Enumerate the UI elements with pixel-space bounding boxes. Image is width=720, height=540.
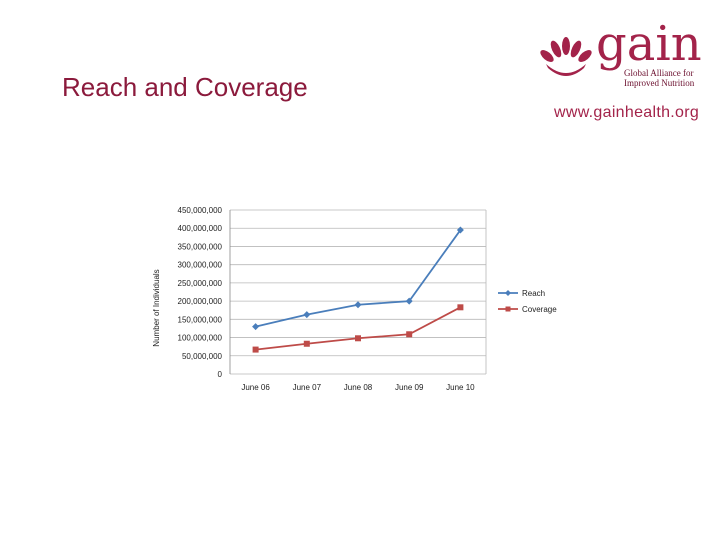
- y-tick-label: 400,000,000: [178, 224, 223, 233]
- x-tick-label: June 09: [395, 383, 424, 392]
- y-axis-title: Number of Individuals: [152, 269, 161, 346]
- y-tick-label: 300,000,000: [178, 261, 223, 270]
- chart-series: [252, 226, 464, 353]
- logo-wordmark: gain: [596, 16, 702, 72]
- x-tick-label: June 07: [293, 383, 322, 392]
- data-point: [303, 340, 310, 347]
- y-axis-ticks: 0 50,000,000 100,000,000 150,000,000 200,000…: [178, 206, 223, 379]
- series-line: [255, 229, 462, 328]
- data-point: [405, 297, 413, 305]
- legend-marker: [505, 290, 511, 296]
- x-axis-ticks: June 06 June 07 June 08 June 09 June 10: [241, 383, 475, 392]
- data-point: [252, 346, 259, 353]
- series-reach: [252, 226, 464, 331]
- wheat-emblem-icon: [540, 37, 592, 76]
- gain-logo: gain Global Alliance for Improved Nutrit…: [536, 16, 706, 123]
- y-tick-label: 200,000,000: [178, 297, 223, 306]
- data-point: [456, 226, 464, 234]
- series-coverage: [252, 304, 464, 353]
- data-point: [354, 301, 362, 309]
- slide-title: Reach and Coverage: [62, 72, 308, 102]
- y-tick-label: 0: [218, 370, 223, 379]
- logo-tagline: Global Alliance for Improved Nutrition: [624, 68, 694, 88]
- y-tick-label: 250,000,000: [178, 279, 223, 288]
- legend-item-coverage: Coverage: [498, 305, 557, 314]
- data-point: [252, 323, 260, 331]
- data-point: [303, 311, 311, 319]
- y-tick-label: 100,000,000: [178, 334, 223, 343]
- legend-label: Coverage: [522, 305, 557, 314]
- y-tick-label: 450,000,000: [178, 206, 223, 215]
- x-tick-label: June 10: [446, 383, 475, 392]
- logo-tagline-line2: Improved Nutrition: [624, 78, 695, 88]
- y-tick-label: 350,000,000: [178, 242, 223, 251]
- x-tick-label: June 06: [241, 383, 270, 392]
- data-point: [355, 335, 361, 342]
- legend-item-reach: Reach: [498, 289, 545, 298]
- logo-tagline-line1: Global Alliance for: [624, 68, 694, 78]
- chart-legend: Reach Coverage: [498, 289, 557, 314]
- x-tick-label: June 08: [344, 383, 373, 392]
- y-tick-label: 50,000,000: [182, 352, 223, 361]
- legend-marker: [505, 306, 511, 312]
- data-point: [457, 304, 464, 311]
- series-line: [255, 306, 461, 351]
- website-url: www.gainhealth.org: [554, 104, 700, 121]
- chart-gridlines: [229, 209, 487, 375]
- legend-label: Reach: [522, 289, 545, 298]
- y-tick-label: 150,000,000: [178, 315, 223, 324]
- data-point: [406, 331, 413, 338]
